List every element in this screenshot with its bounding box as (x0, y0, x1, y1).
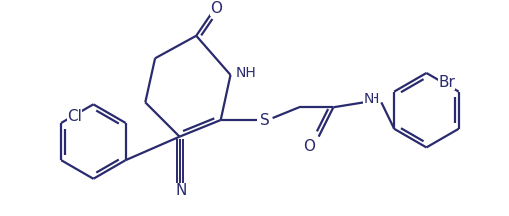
Text: O: O (302, 139, 314, 154)
Text: O: O (209, 1, 221, 16)
Text: N: N (176, 183, 187, 198)
Text: H: H (367, 92, 378, 106)
Text: Br: Br (437, 75, 454, 90)
Text: Cl: Cl (67, 109, 81, 124)
Text: NH: NH (235, 66, 256, 80)
Text: S: S (260, 113, 269, 127)
Text: N: N (363, 92, 373, 106)
